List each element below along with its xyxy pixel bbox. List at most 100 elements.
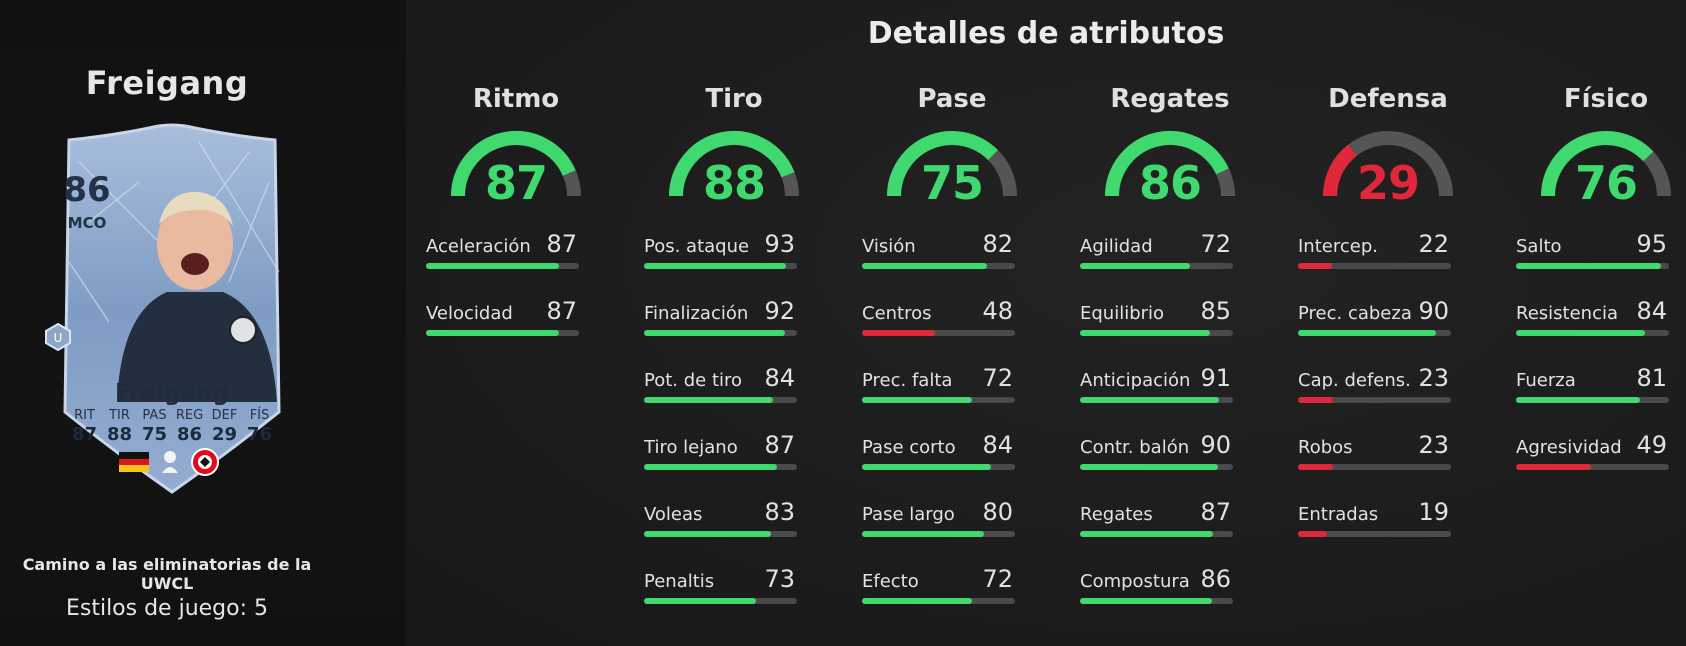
gauge-fill — [1323, 144, 1357, 197]
playstyles-count[interactable]: Estilos de juego: 5 — [65, 596, 269, 621]
stat-bar-fill — [644, 330, 785, 336]
stat-bar — [1298, 531, 1451, 537]
card-stat-values: 87 88 75 86 29 76 — [67, 424, 277, 445]
stat-bar-fill — [644, 598, 756, 604]
stat-bar-fill — [644, 531, 771, 537]
stat-label: Pot. de tiro — [644, 370, 743, 391]
stat-label: Intercep. — [1298, 236, 1378, 257]
card-stat-value: 87 — [71, 424, 98, 445]
stat-bar-fill — [1080, 464, 1218, 470]
stat-bar-fill — [644, 263, 787, 269]
section-title: Detalles de atributos — [867, 16, 1225, 51]
stat-bar-fill — [426, 330, 560, 336]
gauge-arc-icon — [669, 131, 799, 197]
stat-label: Agresividad — [1516, 437, 1622, 458]
stat-bar-fill — [1298, 330, 1436, 336]
stat-label: Cap. defens. — [1298, 370, 1411, 391]
stat-bar-fill — [862, 330, 936, 336]
stat-value: 90 — [1200, 431, 1231, 459]
playstyle-icon: U — [45, 322, 71, 352]
stat-bar — [1298, 464, 1451, 470]
stat-value: 90 — [1418, 297, 1449, 325]
svg-text:U: U — [54, 331, 63, 345]
stat-label: Voleas — [644, 504, 703, 525]
category-name: Defensa — [1328, 84, 1448, 114]
stat-bar-fill — [644, 397, 773, 403]
player-title: Freigang — [85, 64, 249, 102]
player-card[interactable]: 86 MCO U Freigang RIT TIR PAS REG DEF FÍ… — [45, 122, 295, 494]
card-stat-label: FÍS — [249, 408, 270, 423]
stat-row: Regates 87 — [1078, 494, 1233, 550]
category-gauge: 75 — [872, 126, 1032, 210]
stat-bar — [1516, 330, 1669, 336]
card-stat-value: 86 — [176, 424, 203, 445]
stat-label: Pos. ataque — [644, 236, 750, 257]
card-stat-label: RIT — [74, 408, 95, 423]
stat-bar — [1298, 263, 1451, 269]
stat-value: 87 — [546, 230, 577, 258]
stat-bar-fill — [1516, 464, 1591, 470]
stat-value: 72 — [982, 565, 1013, 593]
card-rating: 86 — [63, 170, 111, 210]
stat-row: Agilidad 72 — [1078, 226, 1233, 282]
stat-row: Pos. ataque 93 — [642, 226, 797, 282]
card-stat-label: DEF — [211, 408, 238, 423]
card-set-name: Camino a las eliminatorias de la UWCL — [22, 555, 312, 593]
stat-label: Fuerza — [1516, 370, 1576, 391]
card-stat-label: REG — [175, 408, 204, 423]
stat-value: 80 — [982, 498, 1013, 526]
stat-row: Prec. falta 72 — [860, 360, 1015, 416]
category-gauge: 87 — [436, 126, 596, 210]
stat-label: Prec. cabeza — [1298, 303, 1412, 324]
gauge-arc-icon — [1541, 131, 1671, 197]
attributes-panel — [406, 0, 1686, 646]
gauge-arc-icon — [451, 131, 581, 197]
stat-row: Salto 95 — [1514, 226, 1669, 282]
stat-value: 83 — [764, 498, 795, 526]
stat-bar-fill — [1080, 263, 1191, 269]
stat-value: 84 — [764, 364, 795, 392]
stat-label: Salto — [1516, 236, 1562, 257]
stat-bar — [1516, 263, 1669, 269]
stat-label: Compostura — [1080, 571, 1190, 592]
stat-bar — [1080, 397, 1233, 403]
stat-value: 86 — [1200, 565, 1231, 593]
stat-label: Aceleración — [426, 236, 531, 257]
card-stat-value: 76 — [246, 424, 273, 445]
category-3: Regates 86 — [1090, 84, 1250, 210]
category-gauge: 86 — [1090, 126, 1250, 210]
stat-bar-fill — [1298, 263, 1332, 269]
stat-bar — [644, 330, 797, 336]
stat-bar-fill — [862, 263, 988, 269]
germany-flag-icon — [119, 452, 149, 472]
stat-value: 22 — [1418, 230, 1449, 258]
stat-label: Penaltis — [644, 571, 715, 592]
stat-bar-fill — [426, 263, 560, 269]
gauge-arc-icon — [1323, 131, 1453, 197]
stat-bar — [644, 531, 797, 537]
stat-bar — [862, 397, 1015, 403]
stat-value: 87 — [1200, 498, 1231, 526]
stat-bar — [644, 464, 797, 470]
stat-bar — [1080, 531, 1233, 537]
stat-row: Robos 23 — [1296, 427, 1451, 483]
stat-bar — [644, 397, 797, 403]
stat-label: Prec. falta — [862, 370, 953, 391]
stat-bar — [644, 598, 797, 604]
card-stat-labels: RIT TIR PAS REG DEF FÍS — [67, 408, 277, 423]
gauge-fill — [887, 131, 998, 197]
stat-bar-fill — [1080, 531, 1214, 537]
stat-value: 91 — [1200, 364, 1231, 392]
stat-bar-fill — [1298, 464, 1334, 470]
stat-bar-fill — [644, 464, 778, 470]
stat-value: 87 — [764, 431, 795, 459]
gauge-arc-icon — [887, 131, 1017, 197]
stat-row: Agresividad 49 — [1514, 427, 1669, 483]
stat-label: Equilibrio — [1080, 303, 1165, 324]
category-name: Físico — [1563, 84, 1649, 114]
stat-bar — [862, 464, 1015, 470]
stat-value: 72 — [982, 364, 1013, 392]
stat-row: Velocidad 87 — [424, 293, 579, 349]
stat-label: Pase corto — [862, 437, 956, 458]
stat-row: Voleas 83 — [642, 494, 797, 550]
